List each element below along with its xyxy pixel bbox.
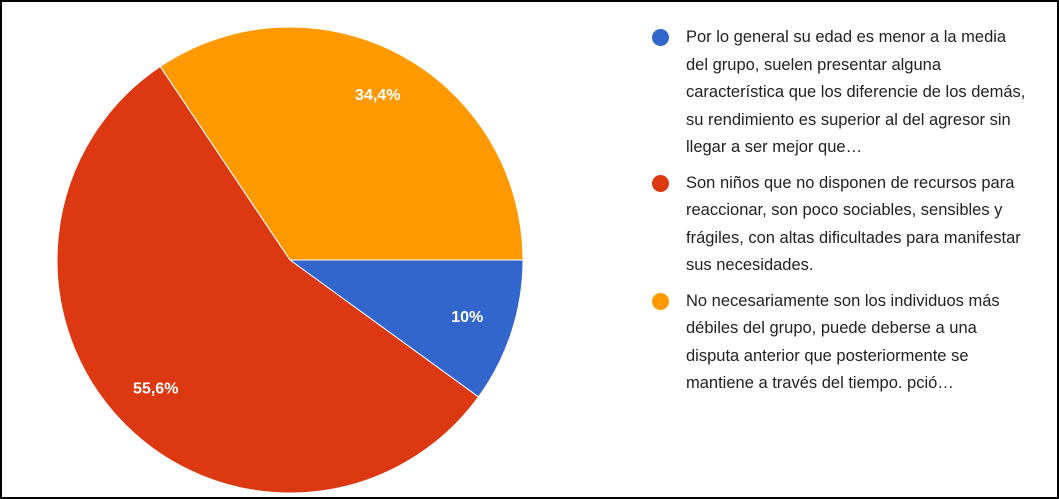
legend-entry: No necesariamente son los individuos más… [652,288,1032,398]
slice-label: 10% [451,309,483,326]
legend-label: No necesariamente son los individuos más… [686,291,1000,393]
legend-label: Por lo general su edad es menor a la med… [686,28,1026,156]
legend-label: Son niños que no disponen de recursos pa… [686,173,1021,275]
pie-slice [56,65,480,494]
slice-label: 34,4% [355,87,400,104]
pie-area: 10% 55,6% 34,4% [56,26,524,494]
legend-marker [652,29,669,46]
legend-marker [652,292,669,310]
slice-label: 55,6% [133,381,178,398]
legend: Por lo general su edad es menor a la med… [652,24,1032,406]
legend-entry: Son niños que no disponen de recursos pa… [652,170,1032,280]
pie-slice [288,259,524,398]
legend-marker [652,174,669,192]
legend-entry: Por lo general su edad es menor a la med… [652,24,1032,162]
pie-slice [159,26,524,261]
